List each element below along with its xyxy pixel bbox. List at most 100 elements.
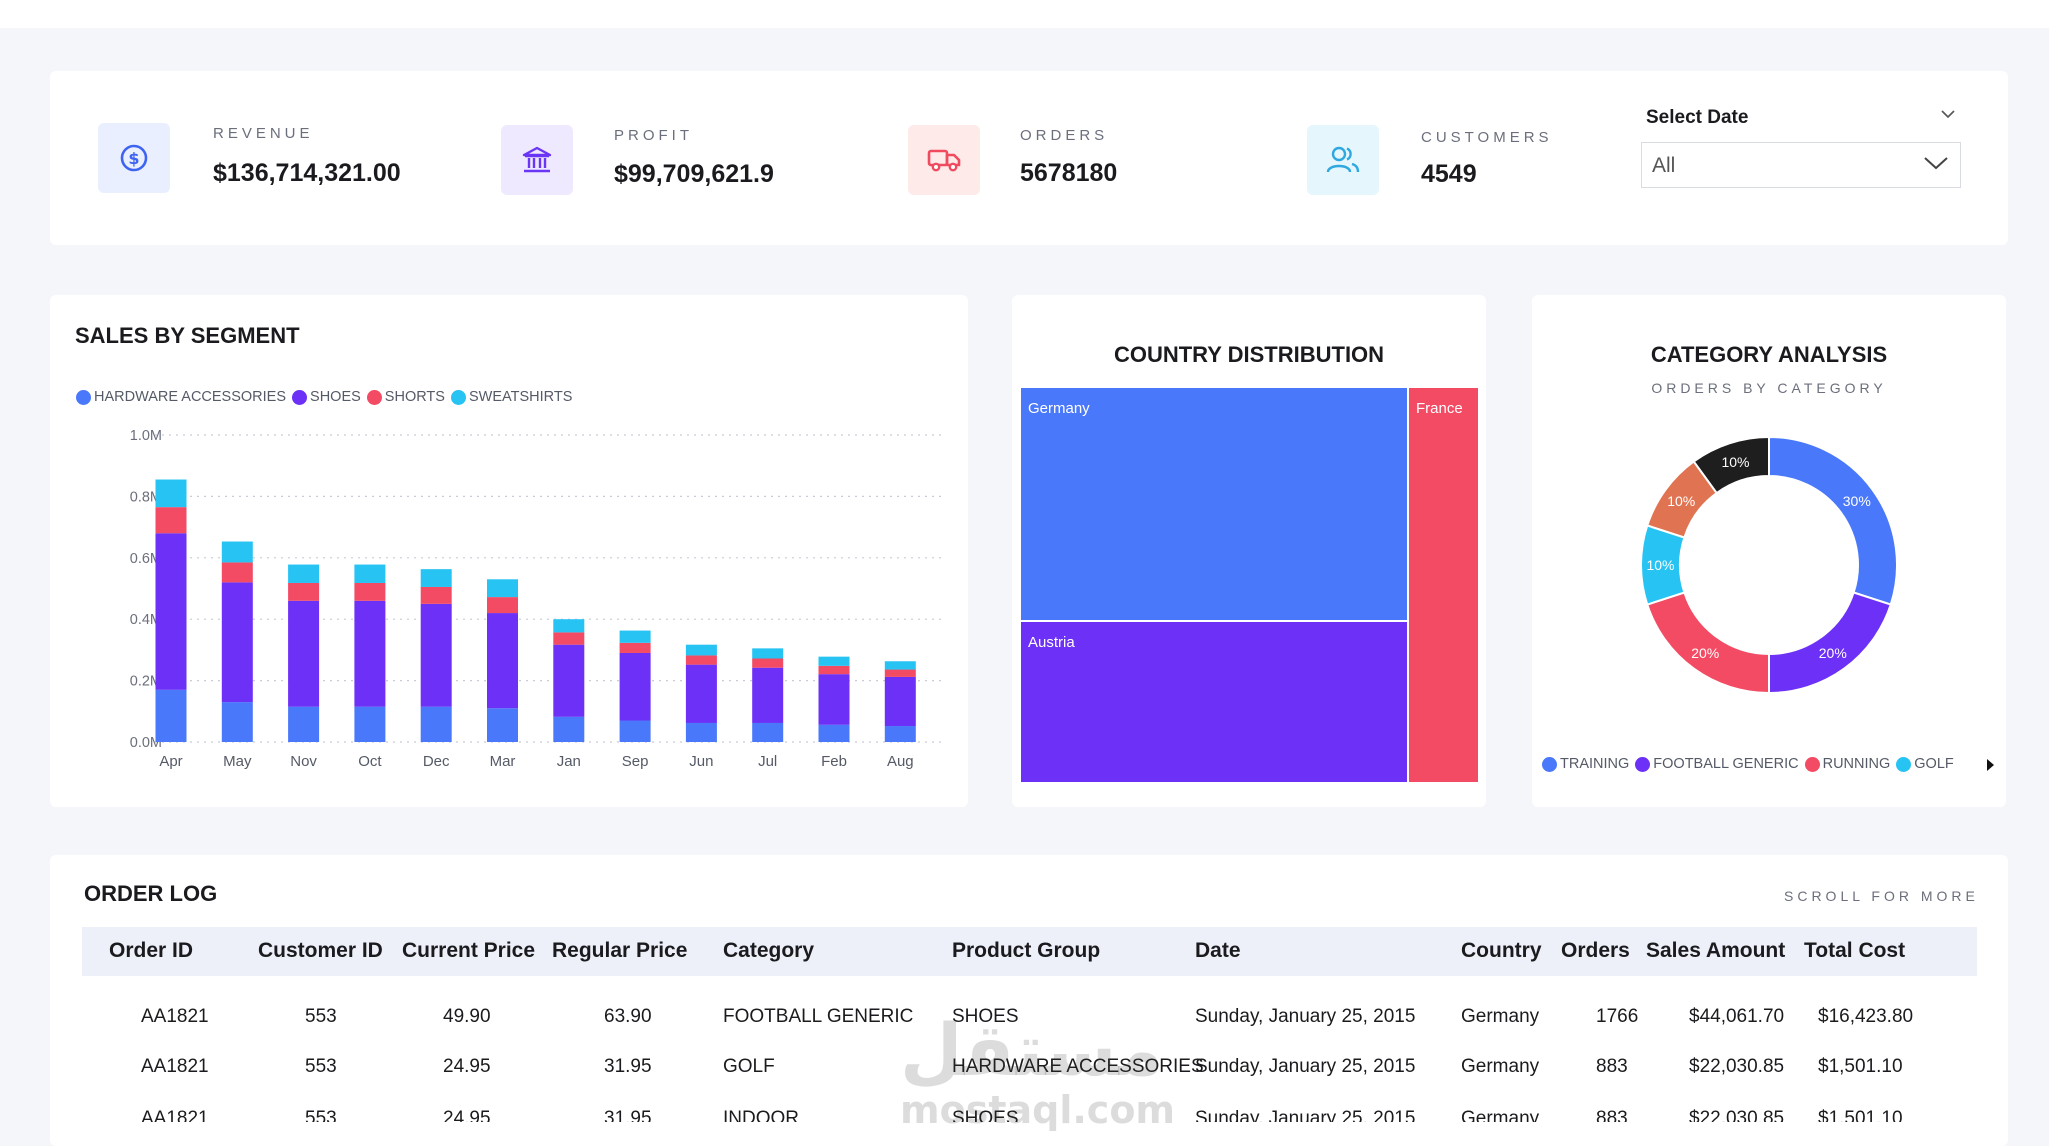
table-row[interactable]: AA1821 553 49.90 63.90 FOOTBALL GENERIC SHOES…: [60, 1006, 1980, 1036]
kpi-value: $136,714,321.00: [213, 159, 401, 187]
cell-date: Sunday, January 25, 2015: [1195, 1056, 1416, 1077]
cell-sales-amount: $22,030.85: [1689, 1108, 1785, 1122]
cell-order-id: AA1821: [141, 1056, 209, 1077]
bank-icon: [501, 125, 573, 195]
bar-segment: [221, 702, 253, 742]
column-header[interactable]: Orders: [1561, 939, 1630, 962]
cell-sales-amount: $22,030.85: [1689, 1056, 1785, 1077]
legend-item[interactable]: SHORTS: [366, 389, 445, 405]
legend-label: HARDWARE ACCESSORIES: [94, 389, 287, 405]
column-header[interactable]: Total Cost: [1804, 939, 1906, 962]
legend-item[interactable]: FOOTBALL GENERIC: [1635, 756, 1799, 772]
date-select-value: All: [1652, 154, 1676, 177]
cell-regular-price: 63.90: [604, 1006, 652, 1027]
column-header[interactable]: Date: [1195, 939, 1241, 962]
bar-segment: [619, 652, 651, 721]
bar-segment: [685, 664, 717, 723]
segment-legend: HARDWARE ACCESSORIES SHOES SHORTS SWEATS…: [76, 389, 578, 405]
cell-total-cost: $1,501.10: [1818, 1056, 1903, 1077]
bar-segment: [685, 644, 717, 656]
y-tick-label: 0.6M: [130, 551, 162, 567]
cell-country: Germany: [1461, 1056, 1540, 1077]
column-header[interactable]: Sales Amount: [1646, 939, 1786, 962]
kpi-label: ORDERS: [1020, 127, 1109, 144]
bar-segment: [818, 674, 850, 725]
legend-item[interactable]: GOLF: [1896, 756, 1954, 772]
donut-slice-label: 30%: [1843, 493, 1871, 509]
bar-segment: [221, 541, 253, 563]
bar-segment: [884, 726, 916, 742]
cell-total-cost: $1,501.10: [1818, 1108, 1903, 1122]
bar-segment: [884, 661, 916, 670]
chevron-down-icon[interactable]: [1940, 107, 1956, 125]
x-tick-label: Nov: [290, 753, 317, 770]
bar-segment: [818, 724, 850, 742]
x-tick-label: Jan: [557, 753, 581, 770]
bar-segment: [288, 600, 320, 707]
bar-segment: [685, 722, 717, 742]
bar-segment: [155, 507, 187, 534]
donut-slice-label: 10%: [1667, 493, 1695, 509]
treemap-austria[interactable]: Austria: [1021, 622, 1407, 782]
kpi-label: CUSTOMERS: [1421, 129, 1553, 146]
treemap-germany[interactable]: Germany: [1021, 388, 1407, 620]
column-header[interactable]: Product Group: [952, 939, 1101, 962]
date-filter-label: Select Date: [1646, 107, 1749, 128]
treemap-label: France: [1416, 400, 1463, 417]
cell-category: GOLF: [723, 1056, 775, 1077]
legend-item[interactable]: SWEATSHIRTS: [450, 389, 573, 405]
donut-slice-label: 10%: [1646, 557, 1674, 573]
column-header[interactable]: Country: [1461, 939, 1542, 962]
category-donut-chart: 30% 20% 20% 10% 10% 10%: [1640, 435, 1898, 695]
legend-next-arrow-icon[interactable]: [1984, 757, 1996, 778]
legend-item[interactable]: TRAINING: [1542, 756, 1629, 772]
cell-orders: 883: [1596, 1108, 1628, 1122]
cell-customer-id: 553: [305, 1006, 337, 1027]
section-subtitle: ORDERS BY CATEGORY: [1651, 380, 1887, 396]
sales-bar-chart: 0.0M 0.2M 0.4M 0.6M 0.8M 1.0M Apr May Nov Oct Dec M…: [130, 428, 942, 770]
table-row[interactable]: AA1821 553 24.95 31.95 GOLF HARDWARE ACCESSOR…: [60, 1056, 1980, 1086]
scroll-hint: SCROLL FOR MORE: [1784, 888, 1979, 904]
legend-dot: [1896, 756, 1912, 772]
cell-product-group: SHOES: [952, 1006, 1019, 1027]
treemap-label: Germany: [1028, 400, 1090, 417]
kpi-label: PROFIT: [614, 127, 693, 144]
cell-current-price: 24.95: [443, 1056, 491, 1077]
column-header[interactable]: Order ID: [109, 939, 194, 962]
column-header[interactable]: Regular Price: [552, 939, 688, 962]
table-row-partial[interactable]: AA1821 553 24.95 31.95 INDOOR SHOES Sund…: [60, 1100, 1980, 1122]
y-tick-label: 0.8M: [130, 489, 162, 505]
legend-item[interactable]: SHOES: [292, 389, 361, 405]
bar-segment: [420, 569, 452, 587]
bar-segment: [420, 603, 452, 707]
kpi-value: 4549: [1421, 160, 1477, 188]
cell-customer-id: 553: [305, 1056, 337, 1077]
bar-segment: [752, 648, 784, 659]
legend-dot: [366, 389, 382, 405]
column-header[interactable]: Current Price: [402, 939, 536, 962]
bar-segment: [619, 630, 651, 643]
cell-date: Sunday, January 25, 2015: [1195, 1108, 1416, 1122]
legend-label: SWEATSHIRTS: [468, 389, 573, 405]
legend-label: SHORTS: [384, 389, 445, 405]
legend-dot: [292, 389, 308, 405]
bar-segment: [553, 632, 585, 645]
svg-text:$: $: [128, 149, 139, 168]
bar-segment: [884, 676, 916, 727]
cell-sales-amount: $44,061.70: [1689, 1006, 1785, 1027]
date-select[interactable]: All: [1641, 142, 1961, 188]
column-header[interactable]: Customer ID: [258, 939, 383, 962]
x-tick-label: Mar: [490, 753, 516, 770]
x-tick-label: Sep: [622, 753, 649, 770]
category-analysis-card: CATEGORY ANALYSIS ORDERS BY CATEGORY 30%…: [1532, 295, 2006, 807]
section-title: CATEGORY ANALYSIS: [1650, 342, 1888, 367]
column-header[interactable]: Category: [723, 939, 815, 962]
legend-item[interactable]: RUNNING: [1804, 756, 1890, 772]
legend-dot: [450, 389, 466, 405]
treemap-france[interactable]: France: [1409, 388, 1478, 782]
bar-segment: [221, 562, 253, 583]
legend-item[interactable]: HARDWARE ACCESSORIES: [76, 389, 286, 405]
bar-segment: [354, 564, 386, 583]
legend-dot: [1635, 756, 1651, 772]
legend-label: SHOES: [310, 389, 361, 405]
